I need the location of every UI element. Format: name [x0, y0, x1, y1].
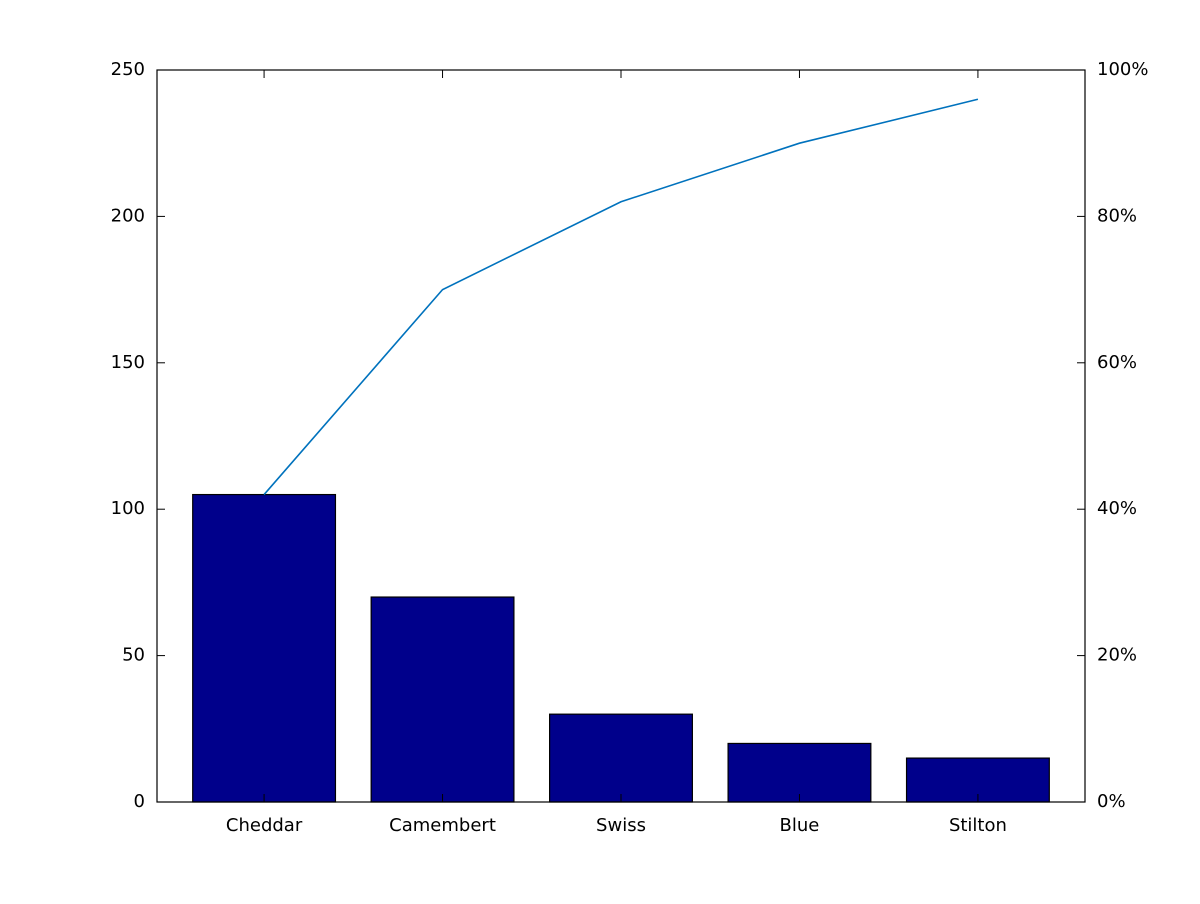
- x-tick-label: Swiss: [596, 815, 646, 836]
- bar: [370, 596, 515, 803]
- y2-tick-label: 60%: [1097, 352, 1137, 373]
- y-tick-label: 150: [111, 352, 145, 373]
- x-tick-label: Cheddar: [226, 815, 303, 836]
- y-tick-label: 100: [111, 498, 145, 519]
- x-tick-label: Stilton: [949, 815, 1007, 836]
- y2-tick-label: 20%: [1097, 645, 1137, 666]
- y2-tick-label: 100%: [1097, 59, 1148, 80]
- bar: [549, 713, 693, 803]
- y-tick-label: 0: [134, 791, 145, 812]
- x-tick-label: Camembert: [389, 815, 496, 836]
- y2-tick-label: 40%: [1097, 498, 1137, 519]
- y-tick-label: 250: [111, 59, 145, 80]
- y2-tick-label: 0%: [1097, 791, 1126, 812]
- x-tick-label: Blue: [780, 815, 820, 836]
- y-tick-label: 50: [122, 645, 145, 666]
- bar: [192, 493, 337, 803]
- bar: [727, 742, 872, 803]
- y-tick-label: 200: [111, 205, 145, 226]
- y2-tick-label: 80%: [1097, 205, 1137, 226]
- cumulative-line: [263, 98, 979, 496]
